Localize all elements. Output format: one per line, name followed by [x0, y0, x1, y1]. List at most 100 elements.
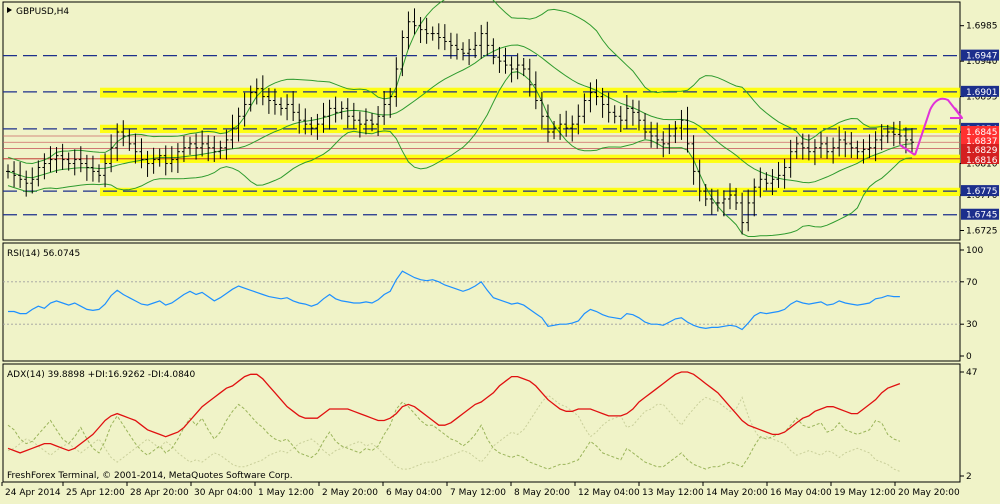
- price-candle: [649, 121, 654, 148]
- level-price-tag-label: 1.6775: [966, 187, 998, 197]
- time-axis-label: 7 May 12:00: [450, 488, 506, 498]
- price-candle: [740, 192, 745, 235]
- price-candle: [612, 105, 617, 124]
- price-candle: [291, 91, 296, 121]
- price-candle: [734, 187, 739, 211]
- level-price-tag: [961, 49, 999, 61]
- price-candle: [303, 108, 308, 135]
- price-candle: [570, 115, 575, 142]
- price-candle: [188, 136, 193, 155]
- level-price-tag-label: 1.6947: [966, 52, 998, 62]
- price-candle: [157, 148, 162, 167]
- price-candle: [800, 133, 805, 160]
- price-candle: [345, 98, 350, 129]
- price-candle: [855, 140, 860, 159]
- time-axis-label: 12 May 04:00: [578, 488, 640, 498]
- price-candle: [279, 97, 284, 116]
- price-candle: [181, 135, 186, 162]
- price-candle: [109, 134, 114, 173]
- bollinger-middle: [7, 44, 913, 184]
- price-candle: [357, 111, 362, 138]
- price-candle: [206, 135, 211, 162]
- price-candle: [825, 136, 830, 159]
- price-tag-label: 1.6837: [966, 137, 998, 147]
- price-candle: [770, 169, 775, 196]
- price-candle: [139, 138, 144, 169]
- price-candle: [461, 42, 466, 61]
- price-candle: [503, 47, 508, 74]
- price-candle: [84, 154, 89, 181]
- price-candle: [867, 134, 872, 159]
- price-candle: [812, 139, 817, 166]
- time-axis-label: 24 Apr 2014: [5, 488, 61, 498]
- rsi-axis-label: 0: [966, 352, 972, 362]
- price-candle: [18, 161, 23, 188]
- price-candle: [30, 167, 35, 194]
- price-tag: [961, 154, 999, 164]
- price-candle: [200, 130, 205, 157]
- price-candle: [558, 113, 563, 140]
- price-candle: [527, 58, 532, 97]
- rsi-axis-label: 100: [966, 246, 983, 256]
- price-candle: [339, 101, 344, 120]
- price-candle: [248, 85, 253, 112]
- price-candle: [133, 133, 138, 164]
- rsi-axis-label: 70: [966, 278, 978, 288]
- price-candle: [376, 106, 381, 136]
- price-candle: [697, 159, 702, 202]
- bollinger-upper: [7, 0, 913, 165]
- bollinger-lower: [7, 71, 913, 237]
- price-candle: [212, 135, 217, 162]
- price-candle: [12, 161, 17, 188]
- price-candle: [254, 78, 259, 105]
- price-candle: [606, 92, 611, 123]
- time-axis-label: 14 May 20:00: [706, 488, 768, 498]
- time-axis-label: 6 May 04:00: [386, 488, 442, 498]
- adx-panel: [2, 363, 961, 483]
- price-candle: [885, 124, 890, 144]
- price-candle: [315, 113, 320, 140]
- price-candle: [266, 87, 271, 114]
- price-candle: [121, 120, 126, 147]
- time-axis-label: 28 Apr 20:00: [130, 488, 189, 498]
- price-axis-label: 1.6940: [966, 57, 998, 67]
- price-candle: [776, 161, 781, 188]
- price-tag-label: 1.6845: [966, 128, 998, 138]
- price-candle: [333, 96, 338, 123]
- time-axis-label: 2 May 20:00: [322, 488, 378, 498]
- price-candle: [115, 123, 120, 162]
- price-candle: [837, 126, 842, 157]
- price-candle: [406, 11, 411, 50]
- price-candle: [545, 104, 550, 143]
- price-candle: [861, 139, 866, 164]
- price-candle: [576, 104, 581, 135]
- price-candle: [370, 113, 375, 132]
- price-candle: [297, 103, 302, 134]
- level-price-tag: [961, 185, 999, 197]
- price-candle: [897, 121, 902, 145]
- adx-axis-label: 2: [966, 472, 972, 482]
- price-candle: [90, 155, 95, 182]
- price-candle: [242, 92, 247, 127]
- time-axis-label: 25 Apr 12:00: [66, 488, 125, 498]
- price-candle: [454, 33, 459, 60]
- price-candle: [72, 149, 77, 176]
- price-candle: [709, 188, 714, 215]
- price-candle: [910, 128, 914, 153]
- price-candle: [394, 57, 399, 107]
- price-panel: [2, 1, 961, 241]
- price-candle: [564, 110, 569, 137]
- rsi-panel: [2, 242, 961, 362]
- price-candle: [54, 146, 59, 173]
- price-candle: [491, 38, 496, 65]
- price-candle: [843, 131, 848, 158]
- price-candle: [127, 128, 132, 151]
- price-candle: [321, 102, 326, 133]
- price-candle: [721, 190, 726, 217]
- price-candle: [497, 46, 502, 73]
- price-candle: [327, 99, 332, 130]
- price-tag-label: 1.6816: [966, 156, 998, 166]
- price-candle: [363, 108, 368, 135]
- level-price-tag: [961, 208, 999, 220]
